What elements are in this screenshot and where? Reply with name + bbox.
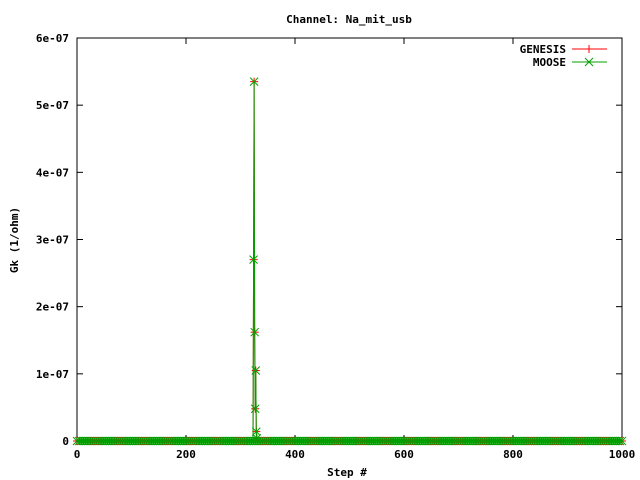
y-tick-label: 1e-07 xyxy=(36,368,69,381)
x-tick-label: 800 xyxy=(503,448,523,461)
x-axis-label: Step # xyxy=(327,466,367,479)
y-tick-label: 0 xyxy=(62,435,69,448)
y-tick-label: 4e-07 xyxy=(36,166,69,179)
series-line-genesis xyxy=(77,81,622,442)
data-point-moose xyxy=(251,427,261,436)
series-layer xyxy=(72,77,627,446)
x-tick-label: 200 xyxy=(176,448,196,461)
x-tick-label: 600 xyxy=(394,448,414,461)
data-point-moose xyxy=(250,404,260,414)
data-point-moose xyxy=(252,433,262,443)
axis-ticks: 0 200 400 600 800 1000 0 1e-07 2e-07 3e-07 4e-07 5e… xyxy=(36,32,635,461)
series-line-moose xyxy=(77,81,622,442)
legend-label: MOOSE xyxy=(533,56,566,69)
y-tick-label: 3e-07 xyxy=(36,234,69,247)
x-tick-label: 1000 xyxy=(609,448,636,461)
y-axis-label: Gk (1/ohm) xyxy=(8,207,21,273)
legend-label: GENESIS xyxy=(520,43,566,56)
data-point-moose xyxy=(250,327,260,337)
x-tick-label: 0 xyxy=(74,448,81,461)
data-point-moose xyxy=(251,366,261,375)
legend-marker xyxy=(585,45,593,53)
data-point-moose xyxy=(249,77,259,87)
x-tick-label: 400 xyxy=(285,448,305,461)
plot-frame xyxy=(76,37,623,442)
y-tick-label: 2e-07 xyxy=(36,301,69,314)
chart-title: Channel: Na_mit_usb xyxy=(286,13,412,26)
y-tick-label: 6e-07 xyxy=(36,32,69,45)
legend-marker xyxy=(584,57,594,67)
y-tick-label: 5e-07 xyxy=(36,99,69,112)
data-point-moose xyxy=(249,255,258,265)
series-baseline-markers-moose xyxy=(72,436,627,446)
